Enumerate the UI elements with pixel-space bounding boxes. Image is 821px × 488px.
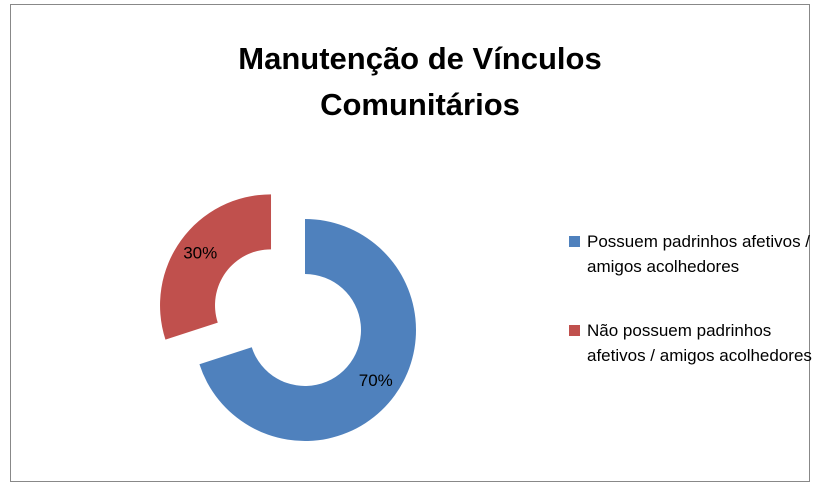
legend-item: Não possuem padrinhos afetivos / amigos … bbox=[569, 318, 821, 368]
donut-slice bbox=[160, 194, 272, 340]
data-label: 30% bbox=[183, 243, 217, 262]
legend-label: Não possuem padrinhos afetivos / amigos … bbox=[587, 321, 812, 365]
legend-swatch bbox=[569, 236, 580, 247]
legend-swatch bbox=[569, 325, 580, 336]
chart-title: Manutenção de Vínculos Comunitários bbox=[238, 41, 602, 122]
chart-frame bbox=[10, 4, 810, 482]
donut-slice bbox=[199, 219, 416, 441]
data-label: 70% bbox=[359, 371, 393, 390]
legend-item: Possuem padrinhos afetivos / amigos acol… bbox=[569, 229, 821, 279]
legend-label: Possuem padrinhos afetivos / amigos acol… bbox=[587, 232, 811, 276]
